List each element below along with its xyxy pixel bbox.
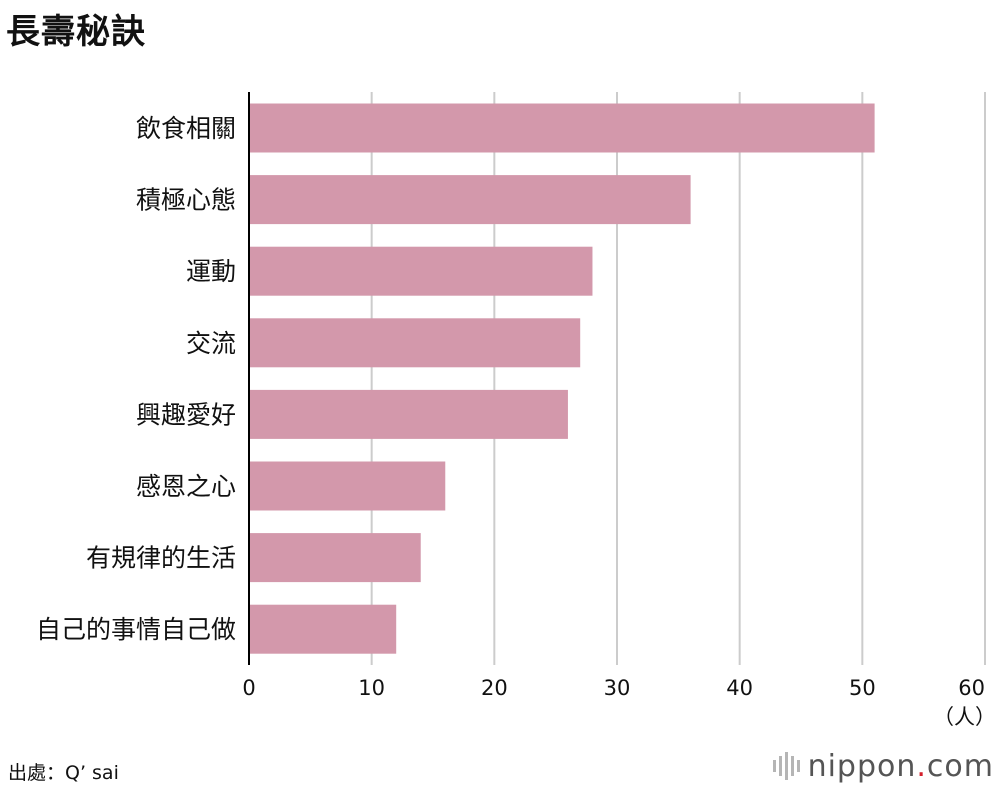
logo-suffix: com xyxy=(926,748,994,784)
bar-3 xyxy=(249,318,581,368)
chart-title: 長壽秘訣 xyxy=(6,12,146,52)
category-label: 感恩之心 xyxy=(136,472,236,501)
category-label: 交流 xyxy=(186,329,236,358)
x-tick-label: 40 xyxy=(726,676,753,700)
nippon-logo[interactable]: nippon.com xyxy=(772,746,994,786)
bars xyxy=(249,103,875,654)
category-label: 自己的事情自己做 xyxy=(36,615,236,644)
unit-label: （人） xyxy=(933,705,996,729)
category-label: 有規律的生活 xyxy=(86,544,236,573)
x-tick-label: 30 xyxy=(604,676,631,700)
source-note: 出處：Q’ sai xyxy=(8,762,119,784)
x-tick-label: 20 xyxy=(481,676,508,700)
category-label: 積極心態 xyxy=(136,186,236,215)
logo-name: nippon xyxy=(807,748,917,784)
x-tick-label: 0 xyxy=(242,676,255,700)
bar-6 xyxy=(249,533,421,583)
bar-1 xyxy=(249,175,691,225)
bar-4 xyxy=(249,389,568,439)
bar-0 xyxy=(249,103,875,153)
bar-5 xyxy=(249,461,446,511)
x-tick-label: 10 xyxy=(358,676,385,700)
logo-dot: . xyxy=(916,748,927,784)
sound-bars-icon xyxy=(772,752,800,780)
logo-text: nippon.com xyxy=(808,749,994,784)
category-label: 興趣愛好 xyxy=(136,400,236,429)
bar-7 xyxy=(249,604,397,654)
x-tick-label: 50 xyxy=(849,676,876,700)
category-label: 運動 xyxy=(186,257,236,286)
tick-labels: 0 10 20 30 40 50 60 xyxy=(242,676,985,700)
x-tick-label: 60 xyxy=(958,676,985,700)
bar-2 xyxy=(249,246,593,296)
category-label: 飲食相關 xyxy=(136,114,236,143)
